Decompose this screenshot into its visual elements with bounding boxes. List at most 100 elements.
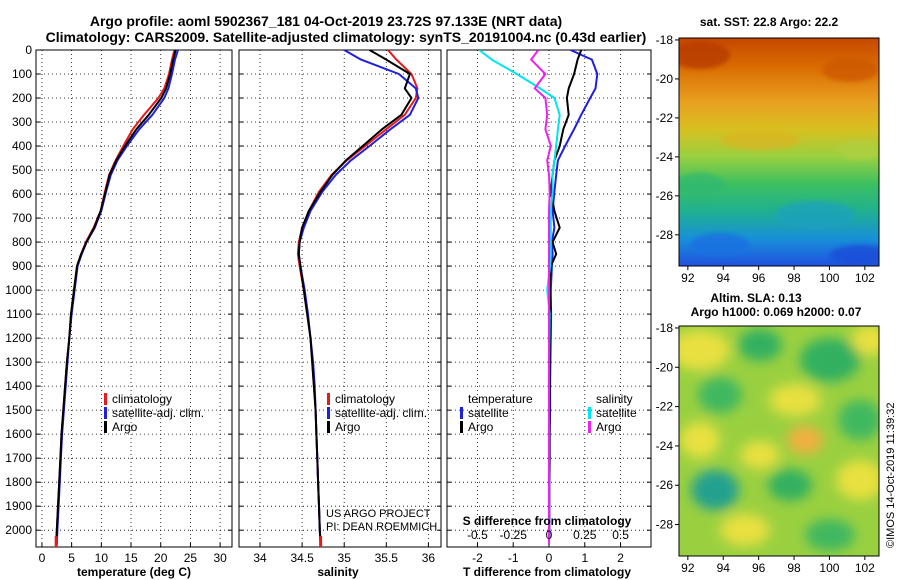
lon-tick-label: 92	[681, 271, 695, 285]
depth-tick-label: 200	[12, 91, 32, 105]
s-difference-axis-label: S difference from climatology	[463, 514, 632, 528]
legend-label-satellite: satellite-adj. clim.	[335, 406, 427, 420]
figure-title-line2: Climatology: CARS2009. Satellite-adjuste…	[46, 29, 647, 45]
legend-swatch-satellite	[327, 407, 330, 419]
sla-map-panel: Altim. SLA: 0.13 Argo h1000: 0.069 h2000…	[656, 291, 880, 575]
x-tick-label: 2	[617, 551, 624, 565]
legend-label-s-argo: Argo	[596, 420, 622, 434]
legend-swatch-climatology	[104, 393, 107, 405]
depth-tick-label: 400	[12, 139, 32, 153]
series-line-salinity-argo	[530, 50, 552, 545]
difference-legend-temperature: temperature satellite Argo	[460, 392, 533, 434]
x-tick-label: 35	[338, 551, 352, 565]
sst-map-frame	[678, 37, 880, 267]
s-difference-tick-label: -0.5	[467, 528, 488, 542]
temperature-panel: 0100200300400500600700800900100011001200…	[5, 43, 233, 579]
depth-tick-label: 2000	[5, 523, 32, 537]
legend-label-satellite: satellite-adj. clim.	[112, 406, 204, 420]
sla-map-frame	[678, 325, 880, 557]
series-line-argo	[297, 50, 413, 545]
sla-lon-tick-labels: 92 94 96 98 100 102	[681, 556, 875, 575]
legend-label-climatology: climatology	[112, 392, 172, 406]
x-tick-label: 0	[39, 551, 46, 565]
salinity-panel: 34 34.5 35 35.5 36 climatology satellite-adj…	[238, 49, 442, 579]
lon-tick-label: 94	[717, 561, 731, 575]
t-difference-axis-label: T difference from climatology	[463, 565, 631, 579]
x-tick-label: 10	[95, 551, 109, 565]
lat-tick-label: -26	[656, 189, 674, 203]
x-tick-label: -1	[508, 551, 519, 565]
depth-tick-label: 1700	[5, 451, 32, 465]
legend-swatch-climatology	[327, 393, 330, 405]
lat-tick-label: -20	[656, 360, 674, 374]
depth-tick-label: 800	[12, 235, 32, 249]
salinity-axis-label: salinity	[317, 565, 359, 579]
sla-map-subtitle: Argo h1000: 0.069 h2000: 0.07	[691, 305, 862, 319]
legend-label-t-satellite: satellite	[468, 406, 509, 420]
sst-heatmap	[679, 38, 879, 266]
legend-title-salinity: salinity	[596, 392, 633, 406]
legend-label-s-satellite: satellite	[596, 406, 637, 420]
lat-tick-label: -18	[656, 33, 674, 47]
figure-title-line1: Argo profile: aoml 5902367_181 04-Oct-20…	[90, 13, 562, 29]
sla-map-title: Altim. SLA: 0.13	[710, 291, 802, 305]
x-tick-label: 25	[184, 551, 198, 565]
depth-tick-label: 100	[12, 67, 32, 81]
salinity-legend: climatology satellite-adj. clim. Argo	[327, 392, 427, 434]
series-line-argo	[55, 50, 177, 545]
lat-tick-label: -24	[656, 150, 674, 164]
lon-tick-label: 96	[752, 271, 766, 285]
legend-swatch-argo	[327, 421, 330, 433]
legend-swatch-t-satellite	[460, 407, 463, 419]
s-difference-tick-labels: -0.5 -0.25 0 0.25 0.5	[467, 528, 629, 542]
lat-tick-label: -26	[656, 478, 674, 492]
sla-heatmap	[679, 326, 879, 556]
depth-tick-label: 1200	[5, 331, 32, 345]
s-difference-tick-label: 0.5	[612, 528, 629, 542]
legend-swatch-t-argo	[460, 421, 463, 433]
legend-swatch-satellite	[104, 407, 107, 419]
s-difference-tick-label: 0	[546, 528, 553, 542]
salinity-tick-labels: 34 34.5 35 35.5 36	[253, 551, 435, 565]
depth-tick-label: 1000	[5, 283, 32, 297]
legend-label-argo: Argo	[335, 420, 361, 434]
sst-map-panel: sat. SST: 22.8 Argo: 22.2 -18 -20 -22 -24 -2…	[656, 15, 880, 285]
legend-swatch-s-argo	[588, 421, 591, 433]
salinity-plot-frame	[238, 49, 442, 548]
depth-tick-label: 300	[12, 115, 32, 129]
lat-tick-label: -28	[656, 228, 674, 242]
x-tick-label: 34.5	[290, 551, 314, 565]
depth-tick-label: 500	[12, 163, 32, 177]
s-difference-tick-label: 0.25	[573, 528, 597, 542]
lon-tick-label: 94	[717, 271, 731, 285]
lon-tick-label: 98	[787, 561, 801, 575]
depth-tick-label: 0	[25, 43, 32, 57]
project-annotation: US ARGO PROJECT	[326, 508, 431, 520]
lon-tick-label: 92	[681, 561, 695, 575]
temperature-axis-label: temperature (deg C)	[77, 565, 191, 579]
depth-tick-label: 700	[12, 211, 32, 225]
depth-tick-label: 1800	[5, 475, 32, 489]
lon-tick-label: 96	[752, 561, 766, 575]
lon-tick-label: 102	[855, 271, 875, 285]
depth-tick-label: 1900	[5, 499, 32, 513]
legend-label-t-argo: Argo	[468, 420, 494, 434]
lon-tick-label: 100	[819, 561, 839, 575]
s-difference-tick-label: -0.25	[500, 528, 528, 542]
legend-title-temperature: temperature	[468, 392, 533, 406]
pi-annotation: PI: DEAN ROEMMICH	[326, 521, 437, 533]
temperature-plot-frame	[35, 49, 233, 548]
depth-tick-label: 600	[12, 187, 32, 201]
lat-tick-label: -18	[656, 321, 674, 335]
lat-tick-label: -28	[656, 518, 674, 532]
lat-tick-label: -20	[656, 72, 674, 86]
temperature-lines	[54, 50, 179, 547]
x-tick-label: 15	[124, 551, 138, 565]
legend-swatch-s-satellite	[588, 407, 591, 419]
x-tick-label: 30	[213, 551, 227, 565]
x-tick-label: 35.5	[375, 551, 399, 565]
depth-tick-labels: 0 100 200 300 400 500 600 700 800 900 1000 1100 1200…	[5, 43, 32, 537]
depth-tick-label: 900	[12, 259, 32, 273]
depth-tick-label: 1600	[5, 427, 32, 441]
